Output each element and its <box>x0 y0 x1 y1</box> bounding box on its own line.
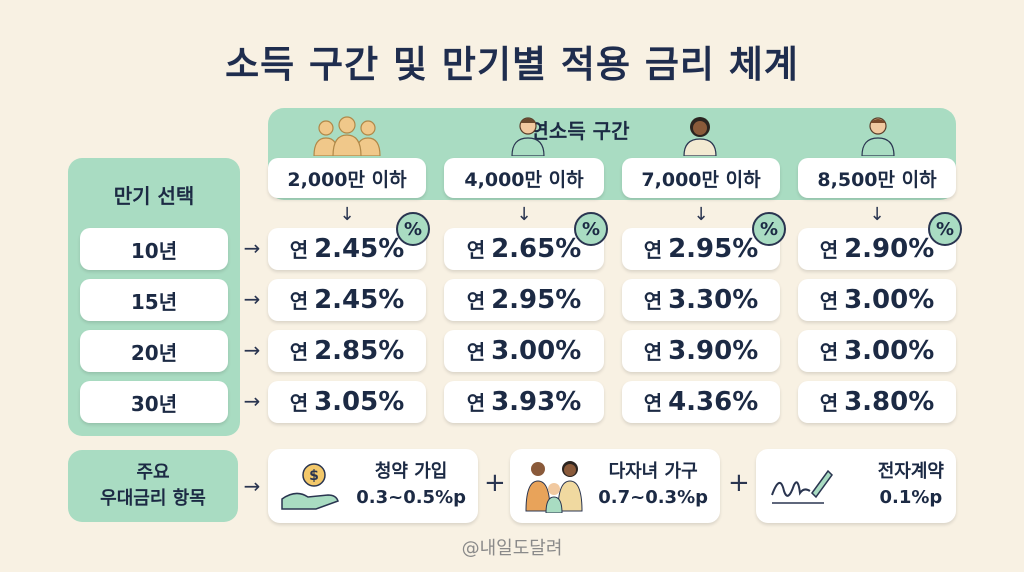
person-man-icon <box>861 117 895 156</box>
group-people-icon <box>313 116 381 156</box>
down-arrow-icon: ↓ <box>339 204 355 225</box>
term-selection-header: 만기 선택 <box>113 184 195 208</box>
rate-value: 3.80% <box>844 387 935 417</box>
rate-value: 3.90% <box>668 336 759 366</box>
term-15-years: 15년 <box>80 279 228 321</box>
family-icon <box>525 461 583 513</box>
rate-cell: 연 4.36% <box>622 381 780 423</box>
rate-prefix: 연 <box>466 289 486 313</box>
benefit-name: 전자계약 <box>877 461 944 482</box>
rate-cell: 연 2.95% <box>444 279 604 321</box>
rate-prefix: 연 <box>289 238 309 262</box>
rate-cell: 연 2.95% <box>622 228 780 270</box>
term-20-years: 20년 <box>80 330 228 372</box>
rate-prefix: 연 <box>819 238 839 262</box>
rate-cell: 연 3.30% <box>622 279 780 321</box>
benefit-header-line2: 우대금리 항목 <box>100 488 206 509</box>
rate-prefix: 연 <box>289 289 309 313</box>
preferential-rate-panel: 주요 우대금리 항목 <box>68 450 238 522</box>
rate-prefix: 연 <box>643 238 663 262</box>
down-arrow-icon: ↓ <box>693 204 709 225</box>
right-arrow-icon: → <box>243 474 261 498</box>
rate-cell: 연 3.93% <box>444 381 604 423</box>
rate-prefix: 연 <box>819 391 839 415</box>
person-icon <box>511 117 545 156</box>
benefit-e-contract: 전자계약 0.1%p <box>756 449 956 523</box>
rate-value: 2.90% <box>844 234 935 264</box>
rate-cell: 연 3.00% <box>444 330 604 372</box>
benefit-header-line1: 주요 <box>136 462 170 483</box>
down-arrow-icon: ↓ <box>516 204 532 225</box>
rate-prefix: 연 <box>643 340 663 364</box>
rate-prefix: 연 <box>289 391 309 415</box>
rate-value: 2.95% <box>668 234 759 264</box>
right-arrow-icon: → <box>243 287 261 311</box>
rate-value: 2.45% <box>314 234 405 264</box>
percent-badge-icon: % <box>752 212 786 246</box>
rate-value: 2.95% <box>491 285 582 315</box>
rate-prefix: 연 <box>289 340 309 364</box>
rate-cell: 연 3.00% <box>798 279 956 321</box>
rate-value: 3.00% <box>844 336 935 366</box>
rate-cell: 연 3.80% <box>798 381 956 423</box>
income-bracket-3: 7,000만 이하 <box>622 158 780 198</box>
benefit-value: 0.1%p <box>879 487 943 508</box>
income-bracket-4: 8,500만 이하 <box>798 158 956 198</box>
person-woman-icon <box>683 117 717 156</box>
plus-icon: + <box>484 468 506 498</box>
rate-value: 3.00% <box>491 336 582 366</box>
rate-cell: 연 2.45% <box>268 279 426 321</box>
rate-cell: 연 2.90% <box>798 228 956 270</box>
watermark: @내일도달려 <box>461 538 563 559</box>
rate-value: 3.93% <box>491 387 582 417</box>
benefit-value: 0.7~0.3%p <box>598 487 708 508</box>
percent-badge-icon: % <box>574 212 608 246</box>
benefit-text: 전자계약 0.1%p <box>878 459 944 511</box>
signature-pen-icon <box>771 469 833 504</box>
right-arrow-icon: → <box>243 236 261 260</box>
plus-icon: + <box>728 468 750 498</box>
page-title: 소득 구간 및 만기별 적용 금리 체계 <box>225 43 799 86</box>
rate-prefix: 연 <box>643 289 663 313</box>
right-arrow-icon: → <box>243 389 261 413</box>
rate-cell: 연 3.00% <box>798 330 956 372</box>
benefit-name: 청약 가입 <box>374 461 448 482</box>
benefit-text: 청약 가입 0.3~0.5%p <box>356 459 466 511</box>
rate-cell: 연 3.05% <box>268 381 426 423</box>
rate-prefix: 연 <box>643 391 663 415</box>
rate-prefix: 연 <box>466 238 486 262</box>
right-arrow-icon: → <box>243 338 261 362</box>
rate-prefix: 연 <box>466 340 486 364</box>
term-10-years: 10년 <box>80 228 228 270</box>
benefit-subscription: $ 청약 가입 0.3~0.5%p <box>268 449 478 523</box>
svg-text:$: $ <box>309 468 319 484</box>
benefit-value: 0.3~0.5%p <box>356 487 466 508</box>
rate-cell: 연 3.90% <box>622 330 780 372</box>
rate-value: 3.30% <box>668 285 759 315</box>
rate-value: 3.05% <box>314 387 405 417</box>
percent-badge-icon: % <box>396 212 430 246</box>
rate-value: 2.85% <box>314 336 405 366</box>
rate-prefix: 연 <box>819 340 839 364</box>
benefit-name: 다자녀 가구 <box>608 461 698 482</box>
percent-badge-icon: % <box>928 212 962 246</box>
term-30-years: 30년 <box>80 381 228 423</box>
income-bracket-2: 4,000만 이하 <box>444 158 604 198</box>
income-bracket-1: 2,000만 이하 <box>268 158 426 198</box>
rate-value: 2.45% <box>314 285 405 315</box>
rate-prefix: 연 <box>466 391 486 415</box>
income-bracket-header: 연소득 구간 <box>530 119 630 143</box>
benefit-multichild: 다자녀 가구 0.7~0.3%p <box>510 449 720 523</box>
rate-value: 2.65% <box>491 234 582 264</box>
rate-prefix: 연 <box>819 289 839 313</box>
rate-value: 3.00% <box>844 285 935 315</box>
benefit-text: 다자녀 가구 0.7~0.3%p <box>598 459 708 511</box>
rate-cell: 연 2.85% <box>268 330 426 372</box>
rate-value: 4.36% <box>668 387 759 417</box>
down-arrow-icon: ↓ <box>869 204 885 225</box>
money-hand-icon: $ <box>281 463 339 510</box>
